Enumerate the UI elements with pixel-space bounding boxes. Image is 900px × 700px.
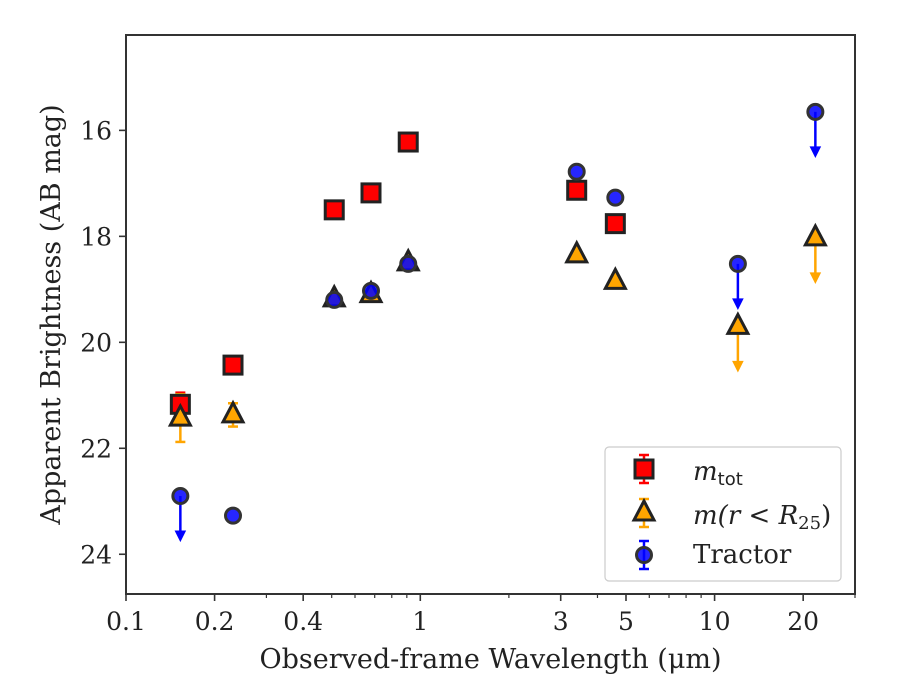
legend-label-m-r25: m(r < R25) [693,501,831,534]
m-r25-upper-limit-arrow-head [732,360,744,373]
tractor-point [171,486,190,505]
data-layer [167,102,828,543]
x-tick-label: 0.1 [106,607,146,636]
y-tick-label: 16 [80,116,112,145]
x-tick-label: 10 [699,607,731,636]
legend-markers [631,453,657,571]
x-tick-label: 1 [412,607,428,636]
tractor-point [224,506,243,525]
m-r25-upper-limit-arrow-head [809,272,822,285]
x-tick-label: 20 [787,607,819,636]
m-tot-point [604,213,626,235]
tractor-upper-limit-arrow-head [809,146,822,158]
y-tick-label: 18 [80,222,112,251]
m-r25-point [220,399,246,424]
y-tick-label: 20 [80,328,112,357]
m-r25-point [802,222,828,247]
tractor-point [362,281,381,300]
tractor-point [806,102,825,121]
x-tick-label: 0.4 [283,607,323,636]
tractor-upper-limit-arrow-head [732,298,744,311]
y-axis-label: Apparent Brightness (AB mag) [36,104,67,525]
legend-m-r25-marker [631,497,657,522]
legend-m-tot-marker [633,458,655,480]
y-tick-label: 22 [80,434,112,463]
x-tick-label: 3 [553,607,569,636]
tractor-point [399,254,418,273]
m-tot-point [566,179,588,201]
tractor-upper-limit-arrow-head [174,530,187,543]
y-tick-label: 24 [80,540,112,569]
axes-layer: 0.1 0.2 0.4 1 3 5 10 20 16 18 20 22 24 [80,116,856,636]
tractor-point [567,162,586,181]
m-tot-point [323,199,345,221]
x-tick-label: 5 [618,607,634,636]
tractor-point [325,290,344,309]
legend-tractor-marker [635,546,653,564]
legend-label-tractor: Tractor [693,540,792,570]
m-r25-point [167,402,193,427]
tractor-point [728,254,747,273]
m-r25-point [602,266,628,290]
m-tot-point [222,354,244,376]
m-tot-point [360,182,382,204]
m-r25-point [564,239,590,264]
x-axis-label: Observed-frame Wavelength (μm) [259,644,721,675]
tractor-point [606,188,625,207]
legend-label-m-tot: mtot [693,457,743,490]
legend: mtot m(r < R25) Tractor [604,446,842,582]
legend-box [604,446,842,582]
x-tick-label: 0.2 [195,607,235,636]
plot-frame [125,34,856,595]
m-r25-point [725,311,751,335]
m-tot-point [397,131,419,153]
